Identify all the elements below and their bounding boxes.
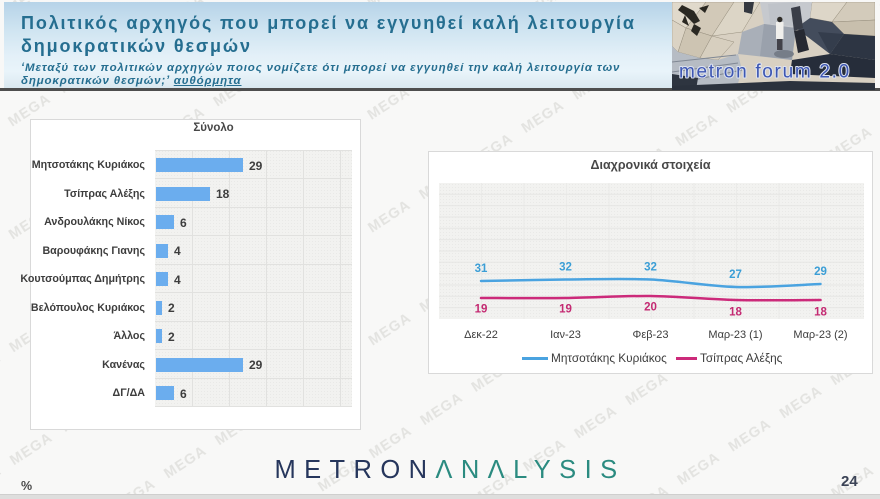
svg-text:31: 31 bbox=[475, 263, 488, 275]
svg-text:32: 32 bbox=[559, 262, 572, 274]
svg-text:29: 29 bbox=[814, 266, 827, 278]
svg-text:metron forum 2.0: metron forum 2.0 bbox=[679, 62, 851, 83]
svg-text:19: 19 bbox=[559, 304, 572, 316]
svg-text:19: 19 bbox=[475, 304, 488, 316]
svg-text:27: 27 bbox=[729, 269, 742, 281]
svg-text:18: 18 bbox=[729, 307, 742, 319]
svg-text:18: 18 bbox=[814, 307, 827, 319]
svg-text:32: 32 bbox=[644, 262, 657, 274]
svg-text:20: 20 bbox=[644, 302, 657, 314]
